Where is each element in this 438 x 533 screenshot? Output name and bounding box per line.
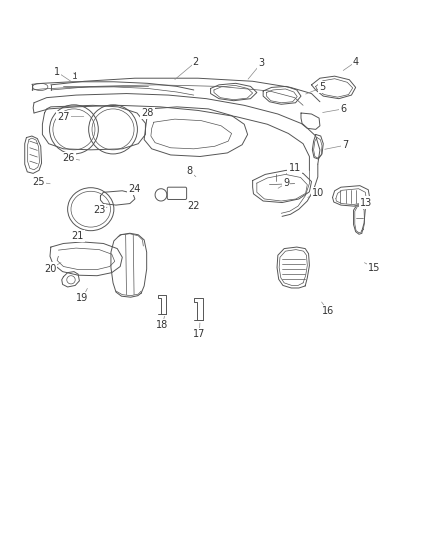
Text: 20: 20 (44, 263, 56, 273)
Text: 3: 3 (258, 58, 264, 68)
Text: 2: 2 (193, 57, 199, 67)
Text: 10: 10 (312, 188, 324, 198)
Text: 5: 5 (319, 83, 325, 92)
Text: 18: 18 (156, 320, 168, 330)
Text: 1: 1 (54, 67, 60, 77)
Text: 9: 9 (283, 178, 290, 188)
Text: 19: 19 (76, 293, 88, 303)
Text: 17: 17 (193, 329, 205, 339)
Text: 24: 24 (128, 184, 140, 193)
Text: 28: 28 (141, 108, 154, 118)
Text: 26: 26 (63, 153, 75, 163)
Text: 15: 15 (368, 263, 381, 273)
Text: 7: 7 (342, 140, 348, 150)
Text: 21: 21 (71, 231, 84, 241)
Text: 6: 6 (340, 104, 346, 114)
Text: 13: 13 (360, 198, 372, 207)
Text: 4: 4 (353, 57, 359, 67)
Text: 22: 22 (187, 200, 200, 211)
Text: 8: 8 (187, 166, 193, 176)
Text: 23: 23 (93, 205, 106, 215)
Text: 16: 16 (322, 306, 335, 316)
Text: 11: 11 (289, 163, 301, 173)
Text: 25: 25 (32, 177, 44, 187)
Text: 27: 27 (57, 111, 70, 122)
